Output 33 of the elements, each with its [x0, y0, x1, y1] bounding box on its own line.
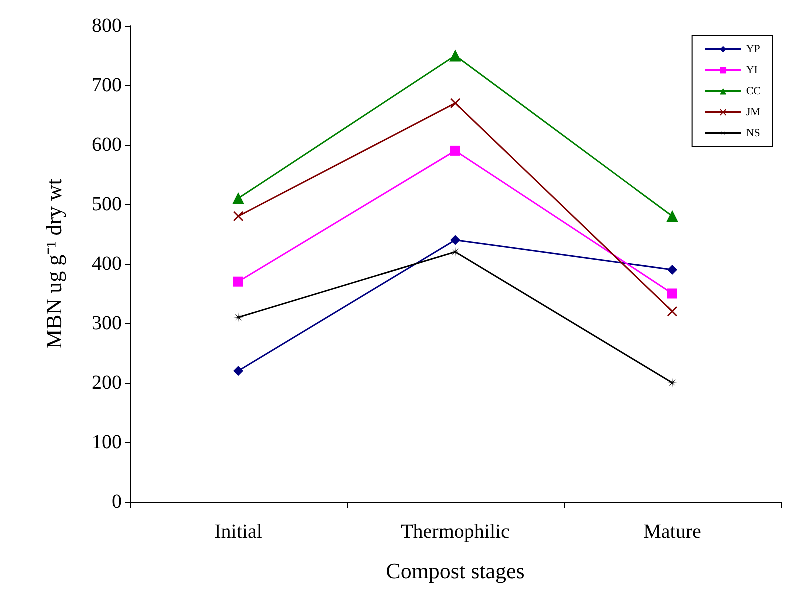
point	[234, 366, 244, 376]
x-tick-label: Initial	[214, 521, 263, 543]
point	[234, 211, 244, 222]
point	[668, 306, 678, 317]
point	[234, 276, 244, 287]
legend-label: CC	[746, 86, 762, 98]
y-tick-label: 700	[92, 74, 122, 96]
point	[450, 50, 462, 62]
y-tick-label: 200	[92, 372, 122, 394]
y-tick-label: 600	[92, 134, 122, 156]
point	[450, 146, 460, 156]
y-tick-label: 0	[112, 491, 122, 513]
legend-label: NS	[746, 128, 760, 140]
point	[450, 235, 460, 246]
point	[450, 98, 460, 108]
legend-label: YI	[746, 64, 758, 76]
point	[666, 210, 678, 222]
point	[668, 264, 678, 275]
point	[668, 378, 678, 388]
y-tick-label: 100	[92, 432, 122, 454]
legend-label: YP	[746, 44, 760, 56]
legend-label: JM	[746, 106, 761, 118]
point	[668, 288, 678, 299]
x-tick-label: Mature	[644, 521, 702, 543]
y-tick-label: 500	[92, 194, 122, 216]
y-tick-label: 800	[92, 15, 122, 37]
point	[232, 192, 244, 205]
point	[450, 247, 460, 258]
y-tick-label: 400	[92, 253, 122, 275]
x-axis-title: Compost stages	[386, 558, 525, 584]
y-tick-label: 300	[92, 312, 122, 334]
x-tick-label: Thermophilic	[401, 521, 510, 543]
y-axis-title: MBN ug g⁻¹ dry wt	[42, 178, 66, 350]
